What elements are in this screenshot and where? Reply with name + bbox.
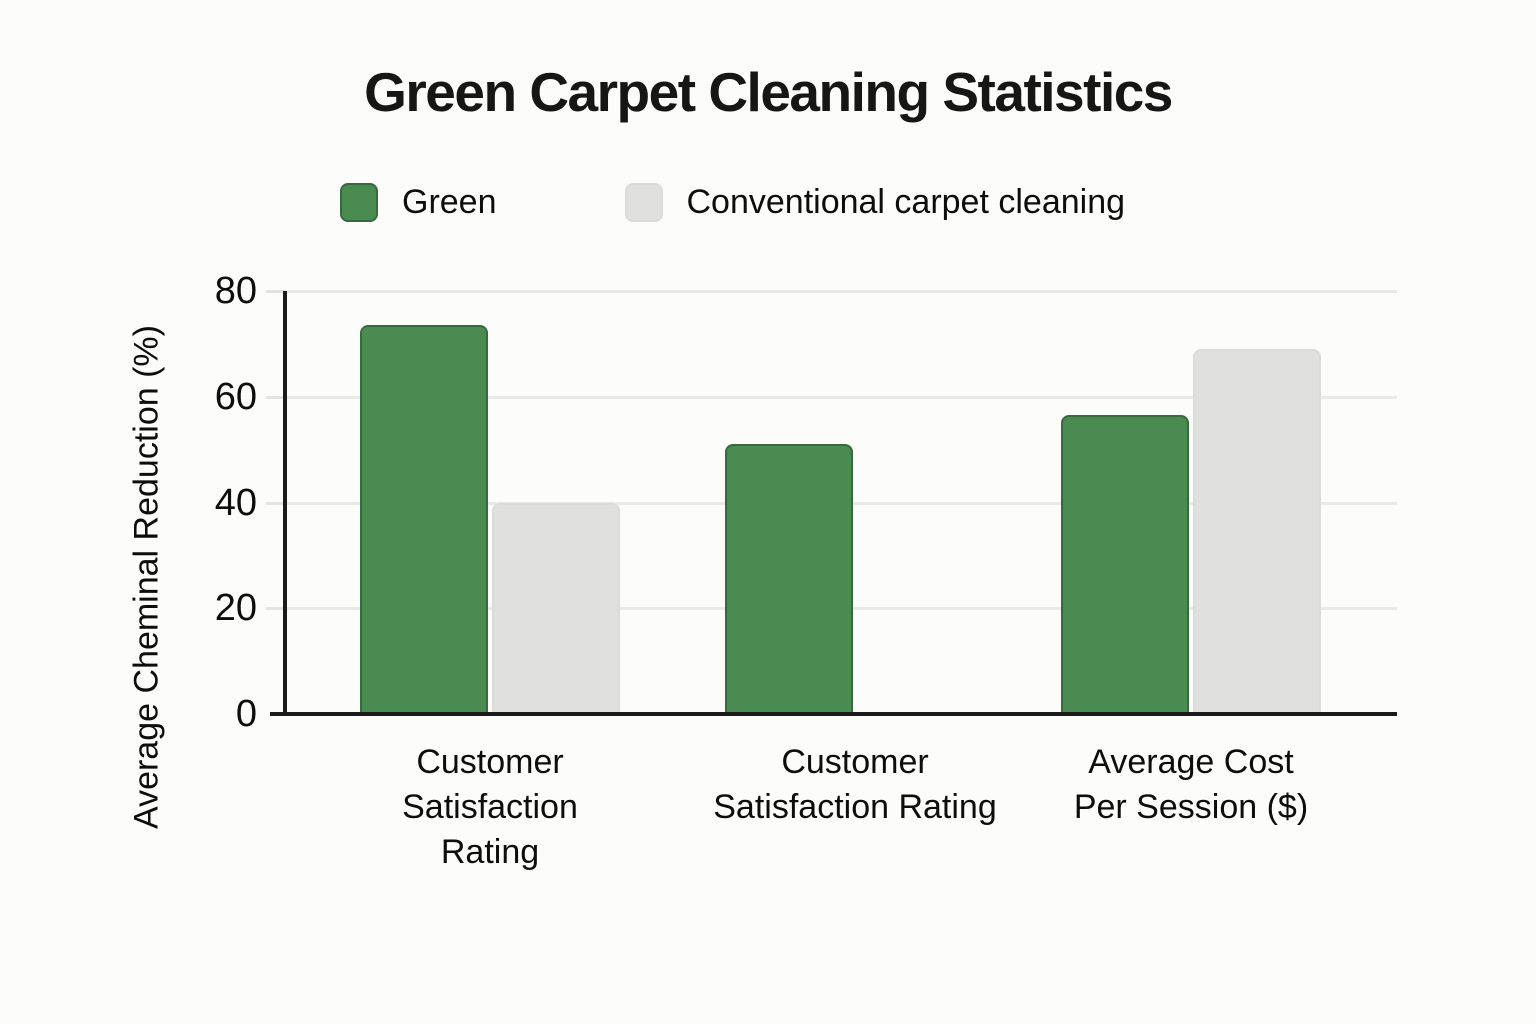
y-tick-mark <box>266 607 285 611</box>
y-tick-label: 20 <box>214 587 257 630</box>
y-axis-line <box>283 291 287 716</box>
x-category-label-line: Satisfaction <box>402 788 578 826</box>
legend-swatch-icon <box>624 183 663 222</box>
y-tick-mark <box>266 501 285 505</box>
y-tick-label: 0 <box>235 693 257 735</box>
gridline <box>285 290 1397 293</box>
chart-title: Green Carpet Cleaning Statistics <box>364 61 1173 123</box>
x-category-label-line: Average Cost <box>1088 743 1294 781</box>
y-tick-mark <box>266 395 285 399</box>
bar-conventional-carpet-cleaning-cat3 <box>1193 349 1321 714</box>
bar-green-cat2 <box>725 444 853 714</box>
bar-conventional-carpet-cleaning-cat1 <box>492 502 620 714</box>
chart-legend: Green Conventional carpet cleaning <box>340 183 1125 222</box>
x-category-label-3: Average Cost Per Session ($) <box>941 740 1441 830</box>
bar-green-cat1 <box>360 325 488 714</box>
y-axis-title: Average Cheminal Reduction (%) <box>127 325 166 829</box>
x-category-label-line: Customer <box>416 743 564 781</box>
y-tick-label: 80 <box>214 270 257 312</box>
legend-label: Green <box>402 183 497 221</box>
bar-green-cat3 <box>1061 415 1189 714</box>
y-tick-mark <box>266 290 285 293</box>
x-category-label-line: Per Session ($) <box>1073 788 1309 826</box>
y-tick-label: 40 <box>214 481 257 524</box>
x-category-label-line: Satisfaction Rating <box>713 788 997 826</box>
x-category-label-line: Rating <box>440 833 540 871</box>
x-category-label-1: Customer Satisfaction Rating <box>240 740 740 875</box>
x-axis-line <box>270 712 1397 716</box>
gridline <box>285 395 1397 399</box>
y-tick-label: 60 <box>214 375 257 418</box>
legend-item-1: Conventional carpet cleaning <box>624 183 1126 222</box>
legend-item-0: Green <box>340 183 497 222</box>
x-category-label-line: Customer <box>781 743 929 781</box>
legend-label: Conventional carpet cleaning <box>686 183 1126 221</box>
legend-swatch-icon <box>340 183 378 222</box>
x-category-label-2: Customer Satisfaction Rating <box>605 740 1105 830</box>
